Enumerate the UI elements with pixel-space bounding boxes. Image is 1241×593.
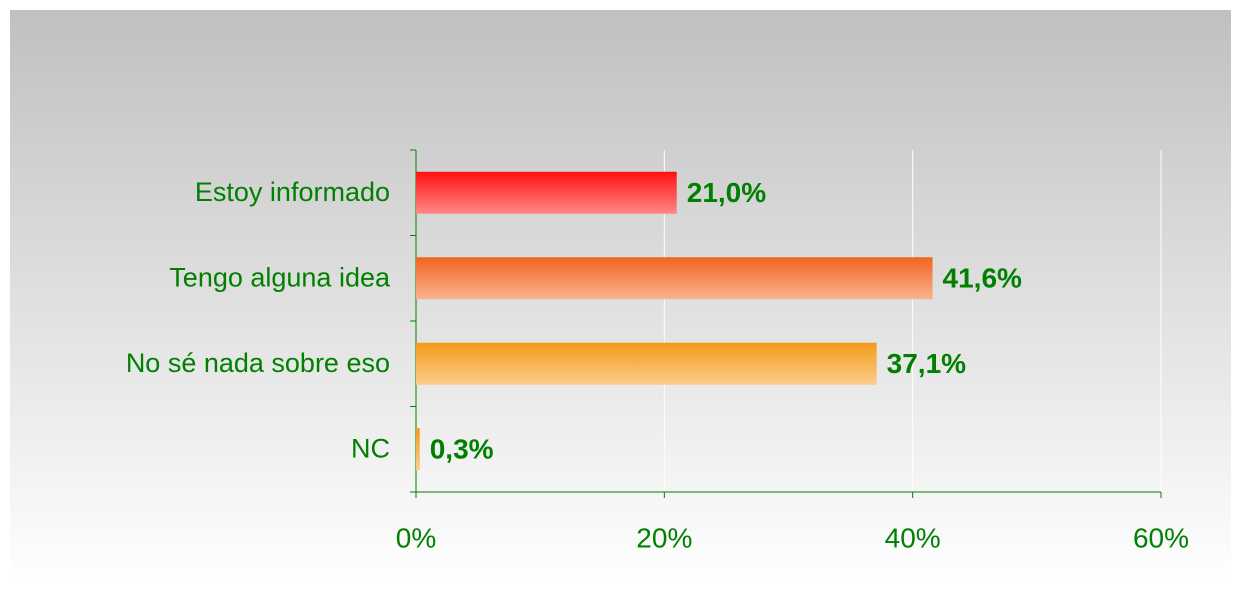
y-tick-label: Tengo alguna idea (169, 262, 391, 292)
value-label: 0,3% (430, 434, 494, 465)
value-label: 41,6% (943, 263, 1022, 294)
y-tick-label: No sé nada sobre eso (126, 348, 390, 378)
x-tick-label: 0% (396, 522, 436, 553)
bar (416, 171, 677, 214)
x-tick-label: 20% (636, 522, 692, 553)
bar (416, 428, 420, 471)
bar (416, 257, 933, 300)
bar (416, 342, 877, 385)
x-tick-label: 60% (1133, 522, 1189, 553)
y-tick-label: NC (351, 433, 390, 463)
value-label: 21,0% (687, 177, 766, 208)
y-tick-label: Estoy informado (195, 177, 390, 207)
x-tick-label: 40% (885, 522, 941, 553)
value-label: 37,1% (887, 348, 966, 379)
